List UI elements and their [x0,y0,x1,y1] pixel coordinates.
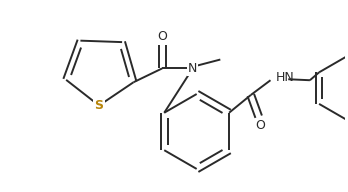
Text: S: S [95,99,103,112]
Text: O: O [256,119,266,132]
Text: N: N [188,62,197,75]
Text: HN: HN [275,71,294,84]
Text: O: O [157,30,167,43]
